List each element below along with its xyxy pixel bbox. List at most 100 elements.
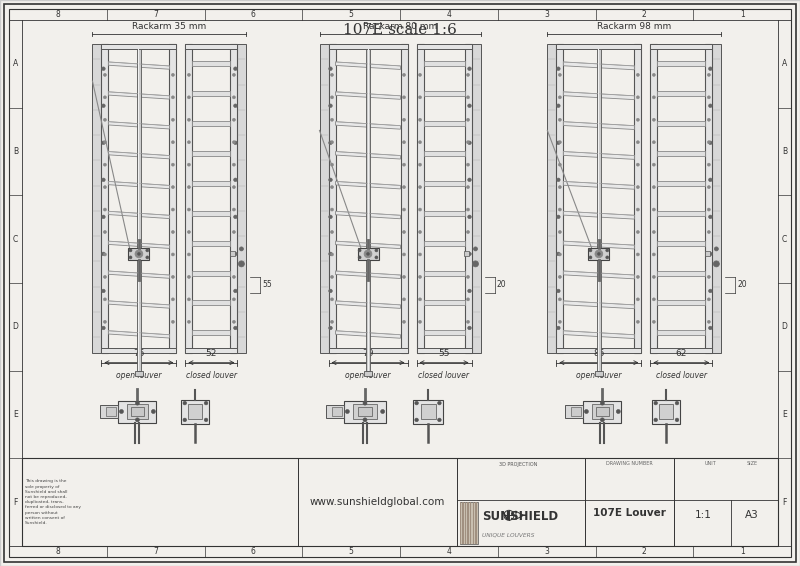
- Bar: [417, 44, 423, 353]
- Bar: [460, 503, 478, 544]
- Circle shape: [707, 320, 710, 323]
- Circle shape: [402, 253, 406, 256]
- Circle shape: [558, 96, 562, 99]
- Bar: [598, 49, 599, 371]
- Bar: [595, 371, 603, 376]
- Polygon shape: [109, 331, 170, 338]
- Bar: [186, 348, 238, 353]
- Circle shape: [171, 118, 174, 121]
- Circle shape: [364, 250, 372, 258]
- Circle shape: [329, 252, 332, 256]
- Bar: [193, 330, 230, 335]
- Circle shape: [358, 249, 361, 252]
- Circle shape: [468, 215, 471, 218]
- Polygon shape: [109, 62, 170, 69]
- Text: B: B: [782, 147, 787, 156]
- Circle shape: [557, 141, 560, 144]
- Bar: [354, 404, 377, 419]
- Circle shape: [346, 409, 350, 414]
- Circle shape: [330, 74, 334, 76]
- Text: DRAWING NUMBER: DRAWING NUMBER: [606, 461, 653, 466]
- Circle shape: [636, 253, 639, 256]
- Polygon shape: [335, 92, 401, 99]
- Circle shape: [418, 276, 422, 278]
- Text: C: C: [13, 235, 18, 244]
- Text: UNIT: UNIT: [704, 461, 716, 466]
- Circle shape: [234, 252, 238, 256]
- Text: closed louver: closed louver: [418, 371, 470, 380]
- Bar: [319, 44, 329, 353]
- Circle shape: [707, 253, 710, 256]
- Circle shape: [402, 96, 406, 99]
- Circle shape: [234, 141, 238, 144]
- Circle shape: [187, 320, 190, 323]
- Polygon shape: [335, 301, 401, 308]
- Circle shape: [652, 141, 655, 144]
- Circle shape: [233, 298, 235, 301]
- Circle shape: [709, 326, 712, 330]
- Circle shape: [636, 74, 639, 76]
- Bar: [597, 49, 601, 371]
- Text: 4: 4: [446, 10, 451, 19]
- Text: 3: 3: [544, 547, 549, 556]
- Circle shape: [558, 298, 562, 301]
- Circle shape: [707, 208, 710, 211]
- Circle shape: [204, 418, 208, 422]
- Bar: [22, 458, 778, 546]
- Bar: [326, 405, 344, 418]
- Circle shape: [418, 163, 422, 166]
- Bar: [367, 49, 369, 371]
- Circle shape: [466, 320, 470, 323]
- Circle shape: [589, 256, 592, 259]
- Text: A: A: [782, 59, 787, 68]
- Text: 1: 1: [740, 547, 745, 556]
- Circle shape: [636, 118, 639, 121]
- Bar: [658, 301, 706, 306]
- Bar: [592, 404, 613, 419]
- Circle shape: [466, 230, 470, 234]
- Text: 55: 55: [438, 349, 450, 358]
- Polygon shape: [563, 122, 634, 130]
- Bar: [423, 62, 465, 66]
- Circle shape: [418, 96, 422, 99]
- Polygon shape: [335, 181, 401, 189]
- Bar: [588, 247, 610, 260]
- Bar: [659, 404, 674, 419]
- Bar: [417, 44, 471, 49]
- Bar: [93, 44, 102, 353]
- Bar: [658, 62, 706, 66]
- Polygon shape: [109, 211, 170, 218]
- Circle shape: [636, 163, 639, 166]
- Circle shape: [171, 230, 174, 234]
- Circle shape: [239, 247, 243, 251]
- Circle shape: [415, 418, 418, 422]
- Circle shape: [146, 249, 149, 252]
- Bar: [658, 241, 706, 246]
- Circle shape: [709, 289, 712, 293]
- Circle shape: [234, 178, 238, 182]
- Text: www.sunshieldglobal.com: www.sunshieldglobal.com: [310, 497, 445, 507]
- Circle shape: [438, 418, 442, 422]
- Circle shape: [468, 326, 471, 330]
- Text: This drawing is the
sole property of
Sunshield and shall
not be reproduced,
dupl: This drawing is the sole property of Sun…: [25, 479, 81, 525]
- Bar: [417, 348, 471, 353]
- Circle shape: [402, 230, 406, 234]
- Circle shape: [402, 298, 406, 301]
- Text: 107E Louver: 107E Louver: [593, 508, 666, 518]
- Circle shape: [330, 186, 334, 188]
- Bar: [423, 121, 465, 126]
- Circle shape: [135, 250, 142, 258]
- Circle shape: [557, 326, 560, 330]
- Circle shape: [557, 67, 560, 71]
- Circle shape: [600, 418, 604, 422]
- Text: Rackarm 35 mm: Rackarm 35 mm: [132, 22, 206, 31]
- Bar: [358, 407, 372, 416]
- Circle shape: [654, 418, 658, 422]
- Circle shape: [418, 253, 422, 256]
- Circle shape: [330, 163, 334, 166]
- Polygon shape: [109, 301, 170, 308]
- Circle shape: [358, 256, 361, 259]
- Polygon shape: [335, 62, 401, 70]
- Bar: [329, 348, 407, 353]
- Circle shape: [707, 118, 710, 121]
